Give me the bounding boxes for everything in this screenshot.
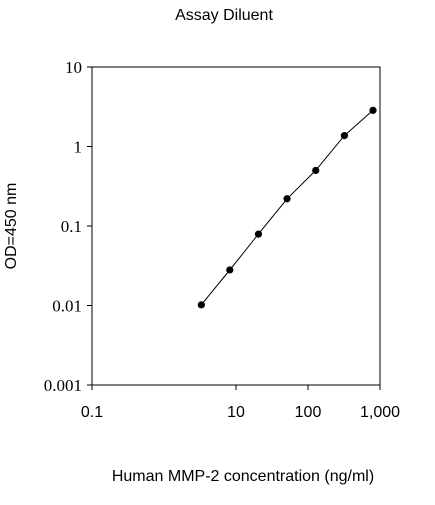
data-point [283, 195, 291, 203]
chart-title: Assay Diluent [175, 7, 273, 24]
data-point [312, 166, 320, 175]
data-point [226, 266, 234, 274]
data-point [254, 230, 263, 238]
y-tick-label: 0.01 [52, 297, 82, 316]
x-axis: 0.1 10 100 1,000 [81, 385, 400, 421]
y-tick-label: 10 [65, 58, 82, 77]
y-axis: 0.001 0.01 0.1 1 10 [44, 58, 92, 395]
x-tick-label: 100 [295, 404, 322, 421]
series-line [200, 109, 374, 306]
data-series [197, 106, 377, 309]
plot-frame [91, 66, 381, 386]
x-axis-label: Human MMP-2 concentration (ng/ml) [112, 468, 374, 485]
x-tick-label: 10 [227, 404, 245, 421]
y-tick-label: 0.1 [61, 217, 82, 236]
y-tick-label: 0.001 [44, 376, 82, 395]
y-axis-label: OD=450 nm [3, 183, 20, 270]
data-point [340, 132, 348, 140]
data-point [369, 106, 377, 114]
y-tick-label: 1 [74, 138, 83, 157]
data-point [197, 301, 205, 309]
x-tick-label: 1,000 [360, 404, 400, 421]
x-tick-label: 0.1 [81, 404, 103, 421]
